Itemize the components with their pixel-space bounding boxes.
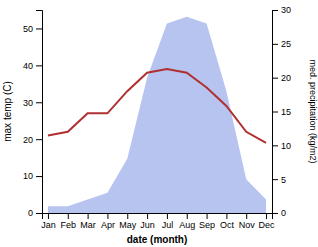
tick: Jun — [140, 213, 155, 230]
tick-mark — [187, 213, 188, 219]
tick-mark — [36, 213, 42, 214]
tick: 20 — [23, 135, 42, 145]
tick-label: 40 — [23, 61, 33, 71]
tick-mark — [207, 213, 208, 219]
tick-mark — [36, 28, 42, 29]
tick: 50 — [23, 24, 42, 34]
tick-label: 30 — [281, 5, 291, 15]
x-axis: Jan FebMar Apr MayJun Jul Aug Sep Oct NovDec — [41, 213, 275, 230]
tick: Apr — [101, 213, 115, 230]
tick: 5 — [272, 175, 286, 185]
tick-mark — [272, 78, 278, 79]
tick: Sep — [199, 213, 215, 230]
tick-mark — [107, 213, 108, 219]
tick-label: Apr — [101, 220, 115, 230]
tick-label: 20 — [281, 73, 291, 83]
tick: 25 — [272, 39, 291, 49]
tick-label: 25 — [281, 39, 291, 49]
marks — [48, 17, 266, 213]
tick-mark — [272, 179, 278, 180]
tick-mark — [246, 213, 247, 219]
tick: 30 — [23, 98, 42, 108]
tick: Nov — [239, 213, 256, 230]
tick-mark — [272, 10, 278, 11]
tick-mark — [127, 213, 128, 219]
tick-mark — [266, 213, 267, 219]
tick-label: Jul — [162, 220, 174, 230]
tick-mark — [36, 65, 42, 66]
tick-label: Feb — [61, 220, 77, 230]
tick-label: Aug — [179, 220, 195, 230]
y2-axis-title: med. precipitation (kg/m2) — [308, 59, 318, 163]
tick-mark — [36, 102, 42, 103]
tick-label: Nov — [239, 220, 256, 230]
tick-label: 10 — [281, 141, 291, 151]
tick-label: Jan — [41, 220, 56, 230]
tick-mark — [147, 213, 148, 219]
tick-label: May — [119, 220, 137, 230]
tick-label: 0 — [281, 208, 286, 218]
tick: 10 — [272, 141, 291, 151]
tick-label: Oct — [220, 220, 235, 230]
plot: Jan FebMar Apr MayJun Jul Aug Sep Oct NovDec 0 10 2… — [23, 5, 291, 230]
tick-mark — [48, 213, 49, 219]
tick: Aug — [179, 213, 195, 230]
tick-label: Dec — [259, 220, 276, 230]
tick: May — [119, 213, 137, 230]
tick-label: Mar — [80, 220, 96, 230]
tick-label: 5 — [281, 175, 286, 185]
tick-mark — [88, 213, 89, 219]
tick-label: Sep — [199, 220, 215, 230]
tick-mark — [167, 213, 168, 219]
tick-mark — [36, 176, 42, 177]
axis-line — [43, 214, 273, 220]
tick: Mar — [80, 213, 96, 230]
tick-label: 20 — [23, 135, 33, 145]
tick-label: 10 — [23, 171, 33, 181]
tick-mark — [226, 213, 227, 219]
x-axis-title: date (month) — [127, 234, 188, 245]
tick-label: 15 — [281, 107, 291, 117]
tick-label: 50 — [23, 24, 33, 34]
tick-label: 0 — [28, 208, 33, 218]
axis-line — [273, 11, 279, 214]
tick-mark — [272, 112, 278, 113]
y-axis-title: max temp (C) — [2, 81, 13, 142]
tick: Jul — [162, 213, 174, 230]
tick: 0 — [272, 208, 286, 218]
tick: 10 — [23, 171, 42, 181]
tick: Feb — [61, 213, 77, 230]
tick: 0 — [28, 208, 42, 218]
tick: Dec — [259, 213, 276, 230]
axis-line — [36, 11, 43, 214]
tick-mark — [68, 213, 69, 219]
area — [48, 17, 266, 213]
tick-label: 30 — [23, 98, 33, 108]
tick: 15 — [272, 107, 291, 117]
tick-mark — [36, 139, 42, 140]
axis: 0 5 10 15 20 25 30 — [272, 5, 291, 218]
tick-label: Jun — [140, 220, 155, 230]
axis: 0 10 20 30 40 50 — [23, 11, 43, 219]
tick: 40 — [23, 61, 42, 71]
tick: Jan — [41, 213, 56, 230]
tick-mark — [272, 145, 278, 146]
tick-mark — [272, 44, 278, 45]
chart: Jan FebMar Apr MayJun Jul Aug Sep Oct NovDec 0 10 2… — [0, 0, 318, 247]
tick: 30 — [272, 5, 291, 15]
line — [48, 69, 266, 143]
tick: Oct — [220, 213, 235, 230]
tick-mark — [272, 213, 278, 214]
tick: 20 — [272, 73, 291, 83]
